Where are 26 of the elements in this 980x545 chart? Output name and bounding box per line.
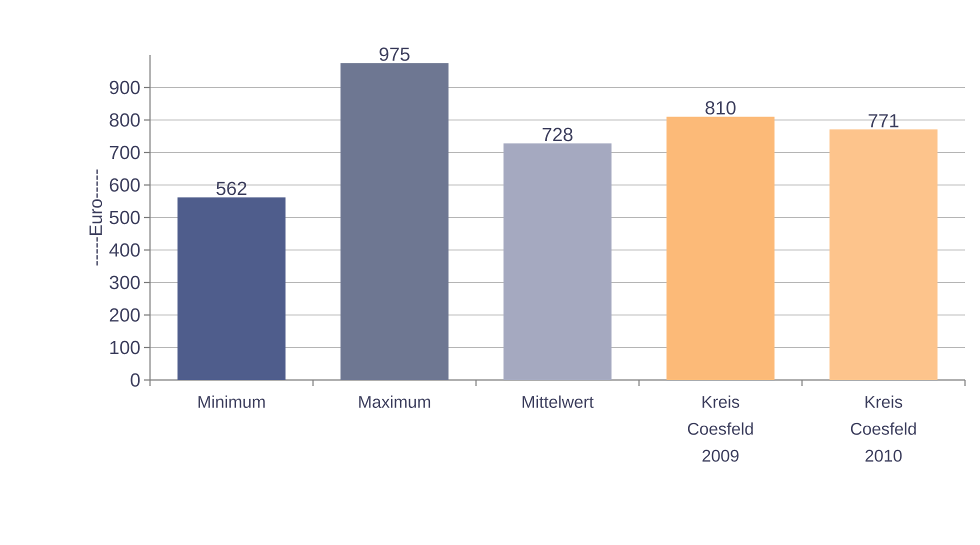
y-tick-label: 100 [110,340,140,354]
x-tick-label: Kreis Coesfeld 2010 [850,396,916,462]
bar [504,143,612,380]
bar [340,63,449,380]
y-tick-label: 700 [110,146,140,160]
y-axis-title: -----Euro----- [90,169,102,266]
x-tick-label: Kreis Coesfeld 2009 [688,396,753,462]
data-label: 975 [380,48,410,61]
y-tick-label: 0 [130,373,140,387]
data-label: 728 [542,128,572,142]
y-tick-label: 600 [110,178,140,192]
y-tick-label: 500 [110,210,140,224]
data-label: 562 [216,182,246,196]
y-tick-label: 400 [109,243,140,257]
y-tick-label: 800 [110,113,140,127]
x-tick-label: Maximum [359,396,430,408]
bar [830,129,938,380]
data-label: 810 [706,101,736,115]
data-label: 771 [868,114,898,128]
bar [666,116,775,380]
x-tick-label: Mittelwert [522,396,594,408]
x-tick-label: Minimum [198,396,265,408]
bar [178,197,286,380]
y-tick-label: 200 [110,308,140,322]
y-tick-label: 900 [110,80,140,94]
y-tick-label: 300 [110,276,140,290]
